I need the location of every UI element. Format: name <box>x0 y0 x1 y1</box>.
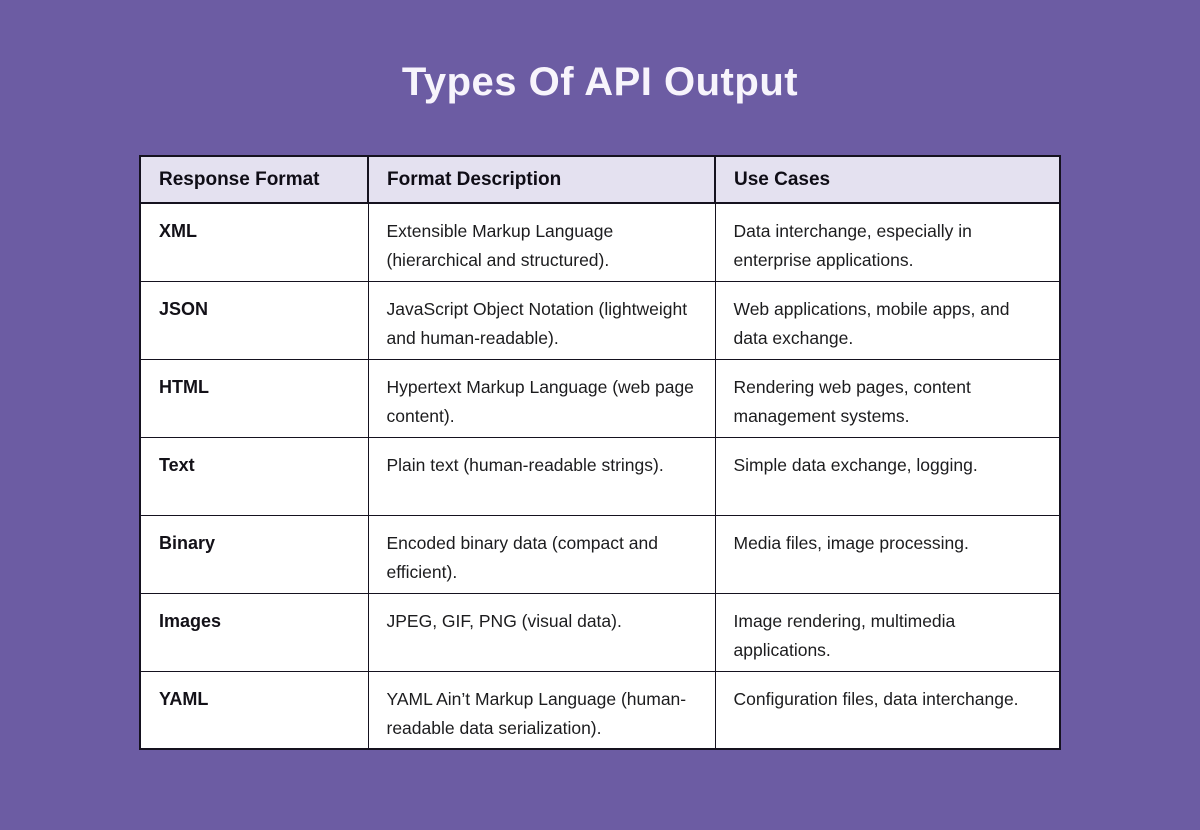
api-output-table: Response Format Format Description Use C… <box>139 155 1061 750</box>
table-row: HTML Hypertext Markup Language (web page… <box>139 358 1061 438</box>
cell-format: YAML <box>139 670 369 750</box>
table-row: Text Plain text (human-readable strings)… <box>139 436 1061 516</box>
cell-format: Binary <box>139 514 369 594</box>
cell-format: HTML <box>139 358 369 438</box>
cell-use-cases: Rendering web pages, content management … <box>714 358 1061 438</box>
table-header-row: Response Format Format Description Use C… <box>139 155 1061 204</box>
cell-format: XML <box>139 202 369 282</box>
table-row: XML Extensible Markup Language (hierarch… <box>139 202 1061 282</box>
table-row: YAML YAML Ain’t Markup Language (human-r… <box>139 670 1061 750</box>
cell-use-cases: Data interchange, especially in enterpri… <box>714 202 1061 282</box>
column-header-format-description: Format Description <box>367 155 716 204</box>
cell-description: YAML Ain’t Markup Language (human-readab… <box>367 670 716 750</box>
cell-description: Hypertext Markup Language (web page cont… <box>367 358 716 438</box>
cell-use-cases: Simple data exchange, logging. <box>714 436 1061 516</box>
page-title: Types Of API Output <box>401 60 799 104</box>
cell-format: JSON <box>139 280 369 360</box>
cell-format: Images <box>139 592 369 672</box>
table-row: Images JPEG, GIF, PNG (visual data). Ima… <box>139 592 1061 672</box>
column-header-use-cases: Use Cases <box>714 155 1061 204</box>
cell-description: Extensible Markup Language (hierarchical… <box>367 202 716 282</box>
cell-description: Plain text (human-readable strings). <box>367 436 716 516</box>
cell-description: JavaScript Object Notation (lightweight … <box>367 280 716 360</box>
column-header-response-format: Response Format <box>139 155 369 204</box>
table-row: JSON JavaScript Object Notation (lightwe… <box>139 280 1061 360</box>
cell-use-cases: Media files, image processing. <box>714 514 1061 594</box>
cell-use-cases: Web applications, mobile apps, and data … <box>714 280 1061 360</box>
table-row: Binary Encoded binary data (compact and … <box>139 514 1061 594</box>
cell-use-cases: Configuration files, data interchange. <box>714 670 1061 750</box>
cell-description: Encoded binary data (compact and efficie… <box>367 514 716 594</box>
cell-format: Text <box>139 436 369 516</box>
cell-description: JPEG, GIF, PNG (visual data). <box>367 592 716 672</box>
cell-use-cases: Image rendering, multimedia applications… <box>714 592 1061 672</box>
